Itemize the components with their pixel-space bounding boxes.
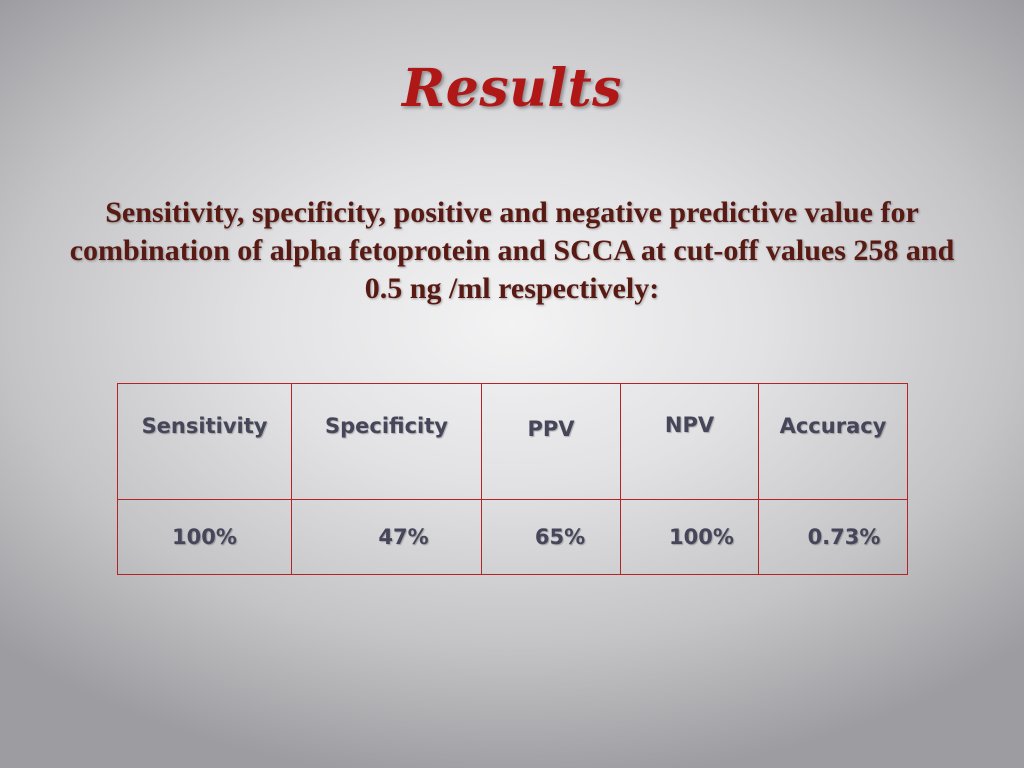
subtitle-line: combination of alpha fetoprotein and SCC… (69, 234, 955, 267)
subtitle-line: Sensitivity, specificity, positive and n… (105, 196, 919, 229)
value-accuracy: 0.73% (758, 499, 908, 575)
value-sensitivity: 100% (117, 499, 292, 575)
table-header-row: Sensitivity Specificity PPV NPV Accuracy (117, 383, 908, 500)
header-npv: NPV (620, 383, 759, 500)
results-table: Sensitivity Specificity PPV NPV Accuracy… (117, 383, 908, 575)
header-accuracy: Accuracy (758, 383, 908, 500)
value-npv: 100% (620, 499, 759, 575)
table-row: 100% 47% 65% 100% 0.73% (117, 499, 908, 575)
header-specificity: Specificity (291, 383, 482, 500)
header-ppv: PPV (481, 383, 621, 500)
value-ppv: 65% (481, 499, 621, 575)
value-specificity: 47% (291, 499, 482, 575)
slide-title: Results (402, 58, 622, 119)
subtitle-line: 0.5 ng /ml respectively: (364, 272, 660, 305)
slide-subtitle: Sensitivity, specificity, positive and n… (22, 194, 1002, 308)
header-sensitivity: Sensitivity (117, 383, 292, 500)
